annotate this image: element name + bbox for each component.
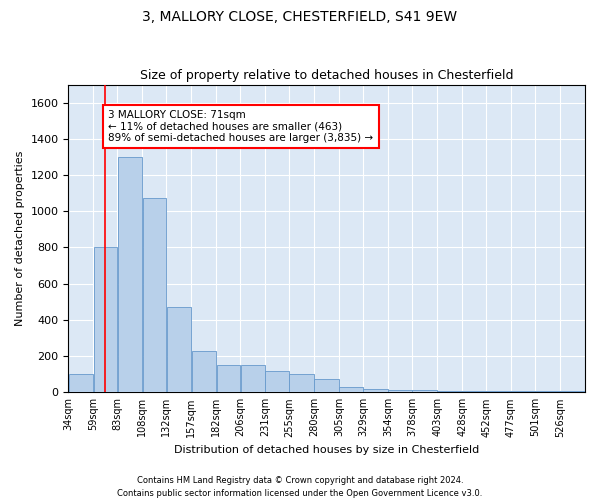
Bar [241,365,265,392]
X-axis label: Distribution of detached houses by size in Chesterfield: Distribution of detached houses by size … [174,445,479,455]
Bar [191,350,216,393]
Bar [118,157,142,392]
Bar [412,390,437,392]
Title: Size of property relative to detached houses in Chesterfield: Size of property relative to detached ho… [140,69,514,82]
Y-axis label: Number of detached properties: Number of detached properties [15,150,25,326]
Text: 3, MALLORY CLOSE, CHESTERFIELD, S41 9EW: 3, MALLORY CLOSE, CHESTERFIELD, S41 9EW [142,10,458,24]
Text: 3 MALLORY CLOSE: 71sqm
← 11% of detached houses are smaller (463)
89% of semi-de: 3 MALLORY CLOSE: 71sqm ← 11% of detached… [109,110,373,143]
Text: Contains HM Land Registry data © Crown copyright and database right 2024.
Contai: Contains HM Land Registry data © Crown c… [118,476,482,498]
Bar [94,248,117,392]
Bar [364,388,388,392]
Bar [143,198,166,392]
Bar [217,365,240,392]
Bar [314,378,339,392]
Bar [388,390,412,392]
Bar [289,374,314,392]
Bar [167,307,191,392]
Bar [340,387,363,392]
Bar [265,372,289,392]
Bar [68,374,93,392]
